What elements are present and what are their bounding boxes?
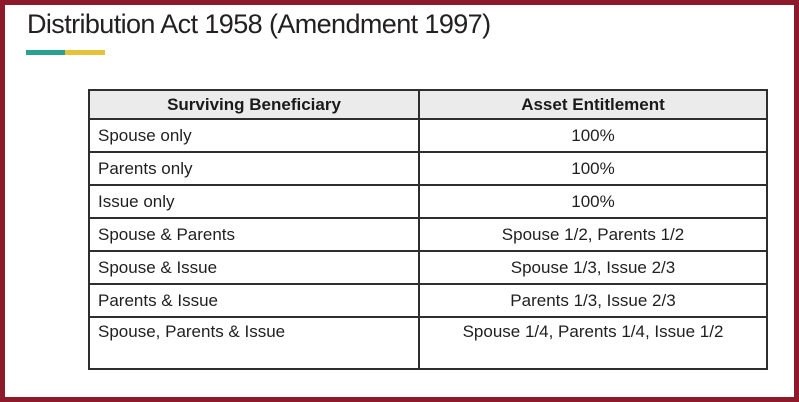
table-row: Parents only 100% <box>88 151 768 186</box>
entitlement-cell: 100% <box>418 151 768 186</box>
beneficiary-cell: Spouse, Parents & Issue <box>88 316 420 370</box>
beneficiary-cell: Spouse only <box>88 118 420 153</box>
entitlement-cell: Parents 1/3, Issue 2/3 <box>418 283 768 318</box>
table-row: Issue only 100% <box>88 184 768 219</box>
beneficiary-cell: Spouse & Issue <box>88 250 420 285</box>
header-asset-entitlement: Asset Entitlement <box>418 89 768 120</box>
beneficiary-table: Surviving Beneficiary Asset Entitlement … <box>88 89 768 370</box>
entitlement-cell: 100% <box>418 184 768 219</box>
beneficiary-cell: Parents & Issue <box>88 283 420 318</box>
entitlement-cell: Spouse 1/3, Issue 2/3 <box>418 250 768 285</box>
entitlement-cell: Spouse 1/2, Parents 1/2 <box>418 217 768 252</box>
title-accent-bar <box>26 50 105 55</box>
header-surviving-beneficiary: Surviving Beneficiary <box>88 89 420 120</box>
table-row: Spouse, Parents & Issue Spouse 1/4, Pare… <box>88 316 768 370</box>
table-header-row: Surviving Beneficiary Asset Entitlement <box>88 89 768 120</box>
table-row: Parents & Issue Parents 1/3, Issue 2/3 <box>88 283 768 318</box>
beneficiary-cell: Spouse & Parents <box>88 217 420 252</box>
accent-teal-segment <box>26 50 65 55</box>
table-row: Spouse only 100% <box>88 118 768 153</box>
beneficiary-cell: Issue only <box>88 184 420 219</box>
table-row: Spouse & Issue Spouse 1/3, Issue 2/3 <box>88 250 768 285</box>
accent-yellow-segment <box>65 50 105 55</box>
entitlement-cell: 100% <box>418 118 768 153</box>
page-title: Distribution Act 1958 (Amendment 1997) <box>27 9 491 39</box>
table-row: Spouse & Parents Spouse 1/2, Parents 1/2 <box>88 217 768 252</box>
entitlement-cell: Spouse 1/4, Parents 1/4, Issue 1/2 <box>418 316 768 370</box>
beneficiary-cell: Parents only <box>88 151 420 186</box>
